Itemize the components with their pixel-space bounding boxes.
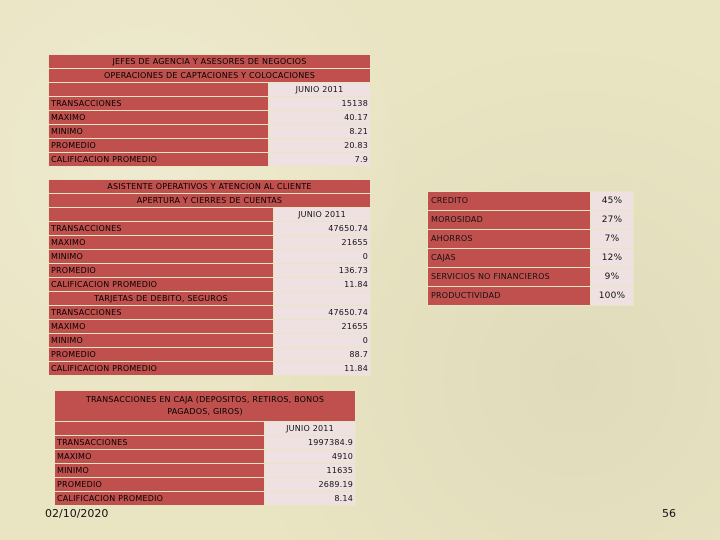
table-row-value: 11.84: [273, 361, 371, 376]
weight-label: MOROSIDAD: [427, 210, 591, 230]
table-row-label: CALIFICACION PROMEDIO: [48, 277, 274, 292]
table-row-label: TRANSACCIONES: [48, 96, 269, 111]
weight-value: 7%: [590, 229, 634, 249]
table-row-label: MAXIMO: [48, 110, 269, 125]
weight-label: PRODUCTIVIDAD: [427, 286, 591, 306]
table-transacciones-caja: TRANSACCIONES EN CAJA (DEPOSITOS, RETIRO…: [54, 390, 356, 506]
table-row-value: 47650.74: [273, 305, 371, 320]
table-row-value: 0: [273, 333, 371, 348]
table-row-label: PROMEDIO: [48, 263, 274, 278]
table1-period: JUNIO 2011: [268, 82, 371, 97]
table-row-value: 15138: [268, 96, 371, 111]
slide-date: 02/10/2020: [45, 507, 109, 520]
table-row-label: PROMEDIO: [48, 347, 274, 362]
table-row-label: CALIFICACION PROMEDIO: [48, 361, 274, 376]
weight-label: AHORROS: [427, 229, 591, 249]
table-row-value: 1997384.9: [264, 435, 356, 450]
table-row-label: MAXIMO: [48, 319, 274, 334]
table-row-label: MINIMO: [48, 249, 274, 264]
table-weights: CREDITO 45% MOROSIDAD 27% AHORROS 7% CAJAS 1…: [427, 191, 634, 306]
table-asistentes: ASISTENTE OPERATIVOS Y ATENCION AL CLIEN…: [48, 179, 371, 376]
weight-label: CREDITO: [427, 191, 591, 211]
table2-subtitle: APERTURA Y CIERRES DE CUENTAS: [48, 193, 371, 208]
table1-subtitle: OPERACIONES DE CAPTACIONES Y COLOCACIONE…: [48, 68, 371, 83]
table-row-value: 8.14: [264, 491, 356, 506]
table-row-label: CALIFICACION PROMEDIO: [48, 152, 269, 167]
table-row-value: 2689.19: [264, 477, 356, 492]
weight-value: 9%: [590, 267, 634, 287]
weight-value: 100%: [590, 286, 634, 306]
table-row-label: MINIMO: [54, 463, 265, 478]
table-row-label: TRANSACCIONES: [54, 435, 265, 450]
table2-title: ASISTENTE OPERATIVOS Y ATENCION AL CLIEN…: [48, 179, 371, 194]
weight-value: 12%: [590, 248, 634, 268]
table-row-label: MINIMO: [48, 124, 269, 139]
table-row-label: TRANSACCIONES: [48, 221, 274, 236]
table-row-label: MAXIMO: [54, 449, 265, 464]
table3-period: JUNIO 2011: [264, 421, 356, 436]
weight-label: SERVICIOS NO FINANCIEROS: [427, 267, 591, 287]
table-row-value: 88.7: [273, 347, 371, 362]
table-row-value: 8.21: [268, 124, 371, 139]
table-row-value: 4910: [264, 449, 356, 464]
table-row-label: PROMEDIO: [54, 477, 265, 492]
table-row-label: MAXIMO: [48, 235, 274, 250]
weight-label: CAJAS: [427, 248, 591, 268]
table-row-label: TRANSACCIONES: [48, 305, 274, 320]
slide-number: 56: [662, 507, 676, 520]
table-row-value: 47650.74: [273, 221, 371, 236]
weight-value: 27%: [590, 210, 634, 230]
table-row-value: 21655: [273, 319, 371, 334]
table2-period: JUNIO 2011: [273, 207, 371, 222]
table-row-label: PROMEDIO: [48, 138, 269, 153]
weight-value: 45%: [590, 191, 634, 211]
table-row-value: 0: [273, 249, 371, 264]
table-row-value: 40.17: [268, 110, 371, 125]
table-row-label: MINIMO: [48, 333, 274, 348]
table1-title: JEFES DE AGENCIA Y ASESORES DE NEGOCIOS: [48, 54, 371, 69]
table-row-label: CALIFICACION PROMEDIO: [54, 491, 265, 506]
table-row-value: 136.73: [273, 263, 371, 278]
table-row-value: 11635: [264, 463, 356, 478]
table-row-value: 20.83: [268, 138, 371, 153]
table-row-value: 11.84: [273, 277, 371, 292]
table-jefes-agencia: JEFES DE AGENCIA Y ASESORES DE NEGOCIOS …: [48, 54, 371, 167]
table-row-value: 7.9: [268, 152, 371, 167]
table2-section-title: TARJETAS DE DEBITO, SEGUROS: [48, 291, 274, 306]
table-row-value: 21655: [273, 235, 371, 250]
table3-title: TRANSACCIONES EN CAJA (DEPOSITOS, RETIRO…: [54, 390, 356, 422]
